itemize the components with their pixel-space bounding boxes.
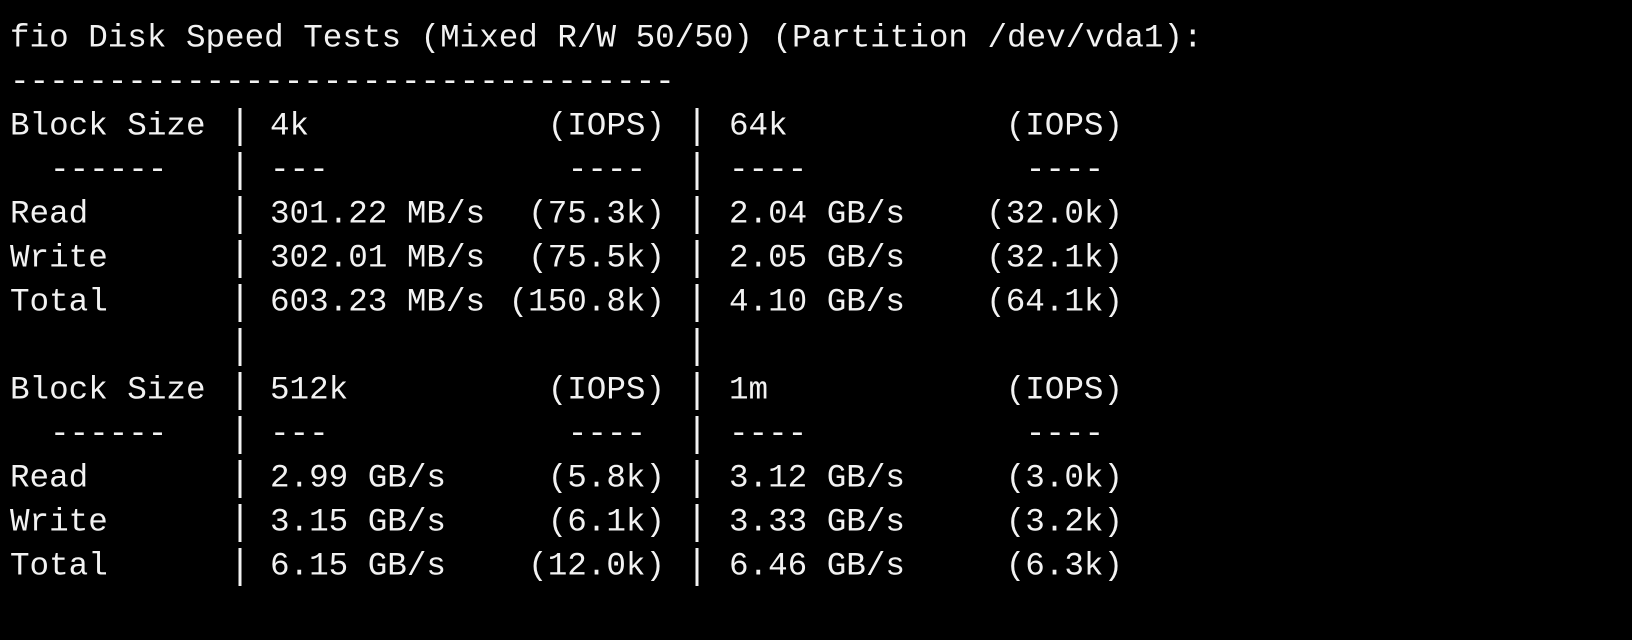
iops-a: (75.3k) bbox=[528, 196, 665, 233]
title-line: fio Disk Speed Tests (Mixed R/W 50/50) (… bbox=[10, 20, 1203, 57]
iops-a: (75.5k) bbox=[528, 240, 665, 277]
iops-a: (5.8k) bbox=[548, 460, 665, 497]
pipe bbox=[238, 372, 242, 410]
pipe bbox=[238, 548, 242, 586]
iops-b: (3.2k) bbox=[1006, 504, 1123, 541]
pipe bbox=[695, 196, 699, 234]
pipe bbox=[695, 284, 699, 322]
pipe bbox=[238, 240, 242, 278]
header-row-label: Block Size bbox=[10, 108, 206, 145]
value-b: 3.12 GB/s bbox=[729, 460, 905, 497]
value-a: 6.15 GB/s bbox=[270, 548, 446, 585]
separator-dashes: --- bbox=[270, 416, 329, 453]
separator-dashes: ---- bbox=[729, 152, 807, 189]
header-iops-a: (IOPS) bbox=[548, 108, 665, 145]
header-value-b: 1m bbox=[729, 372, 768, 409]
separator-dashes: ---- bbox=[1026, 416, 1104, 453]
row-label: Read bbox=[10, 196, 88, 233]
header-value-a: 512k bbox=[270, 372, 348, 409]
value-a: 302.01 MB/s bbox=[270, 240, 485, 277]
pipe bbox=[238, 416, 242, 454]
value-a: 301.22 MB/s bbox=[270, 196, 485, 233]
row-label: Write bbox=[10, 504, 108, 541]
pipe bbox=[238, 196, 242, 234]
value-b: 2.04 GB/s bbox=[729, 196, 905, 233]
pipe bbox=[695, 328, 699, 366]
header-value-b: 64k bbox=[729, 108, 788, 145]
pipe bbox=[695, 548, 699, 586]
pipe bbox=[238, 152, 242, 190]
pipe bbox=[695, 108, 699, 146]
value-b: 4.10 GB/s bbox=[729, 284, 905, 321]
pipe bbox=[695, 240, 699, 278]
separator-dashes: ---- bbox=[568, 152, 646, 189]
separator-dashes: ---- bbox=[729, 416, 807, 453]
header-value-a: 4k bbox=[270, 108, 309, 145]
row-label: Total bbox=[10, 284, 108, 321]
value-b: 3.33 GB/s bbox=[729, 504, 905, 541]
separator-dashes: --- bbox=[270, 152, 329, 189]
separator-dashes: ---- bbox=[568, 416, 646, 453]
row-label: Total bbox=[10, 548, 108, 585]
iops-b: (32.1k) bbox=[986, 240, 1123, 277]
pipe bbox=[695, 504, 699, 542]
value-a: 603.23 MB/s bbox=[270, 284, 485, 321]
iops-b: (64.1k) bbox=[986, 284, 1123, 321]
iops-a: (6.1k) bbox=[548, 504, 665, 541]
iops-a: (12.0k) bbox=[528, 548, 665, 585]
pipe bbox=[238, 504, 242, 542]
iops-a: (150.8k) bbox=[509, 284, 665, 321]
iops-b: (32.0k) bbox=[986, 196, 1123, 233]
pipe bbox=[695, 372, 699, 410]
pipe bbox=[695, 460, 699, 498]
pipe bbox=[238, 284, 242, 322]
value-a: 3.15 GB/s bbox=[270, 504, 446, 541]
pipe bbox=[238, 328, 242, 366]
pipe bbox=[695, 152, 699, 190]
value-b: 6.46 GB/s bbox=[729, 548, 905, 585]
pipe bbox=[695, 416, 699, 454]
value-b: 2.05 GB/s bbox=[729, 240, 905, 277]
pipe bbox=[238, 108, 242, 146]
header-iops-b: (IOPS) bbox=[1006, 108, 1123, 145]
header-iops-b: (IOPS) bbox=[1006, 372, 1123, 409]
iops-b: (3.0k) bbox=[1006, 460, 1123, 497]
value-a: 2.99 GB/s bbox=[270, 460, 446, 497]
row-label: Read bbox=[10, 460, 88, 497]
iops-b: (6.3k) bbox=[1006, 548, 1123, 585]
header-row-label: Block Size bbox=[10, 372, 206, 409]
pipe bbox=[238, 460, 242, 498]
separator-dashes: ------ bbox=[50, 416, 167, 453]
separator-dashes: ---- bbox=[1026, 152, 1104, 189]
separator-dashes: ------ bbox=[50, 152, 167, 189]
rule-line: ---------------------------------- bbox=[10, 64, 675, 101]
row-label: Write bbox=[10, 240, 108, 277]
header-iops-a: (IOPS) bbox=[548, 372, 665, 409]
